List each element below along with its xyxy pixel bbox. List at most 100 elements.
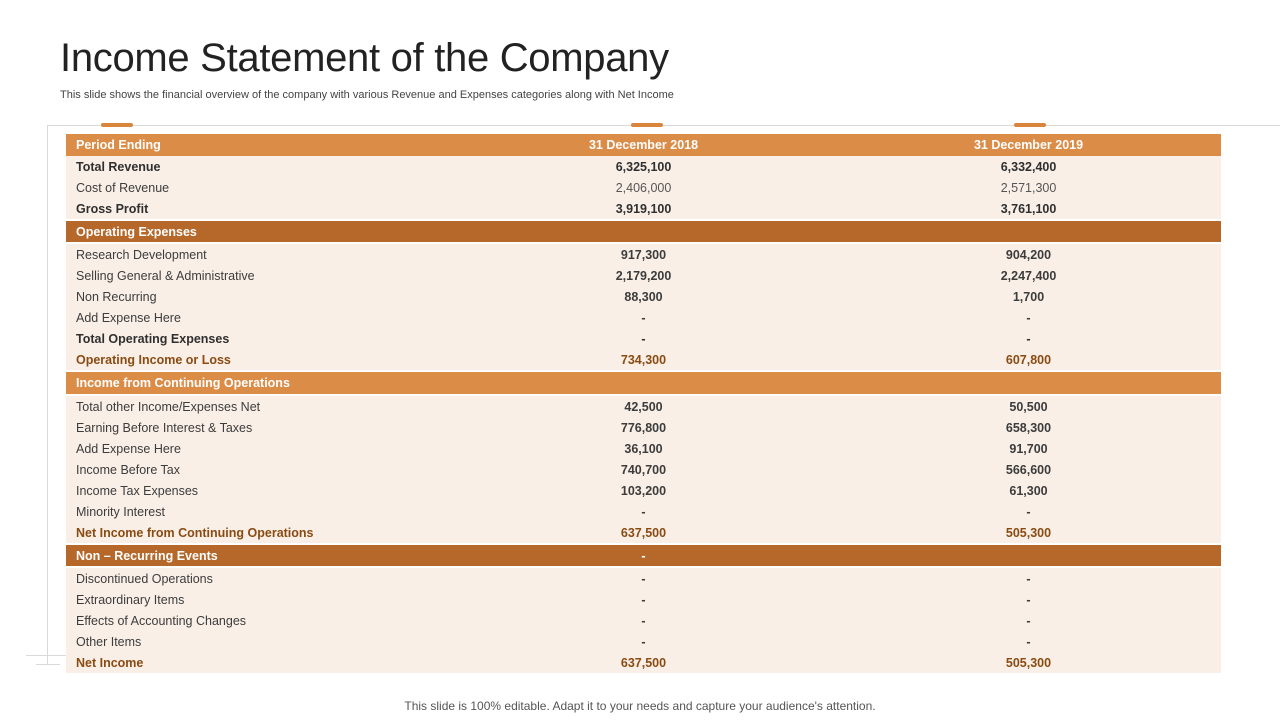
value-cell: 1,700	[1012, 289, 1045, 304]
row-gap	[66, 370, 1221, 372]
frame-foot-line	[36, 664, 60, 665]
row-label: Total Operating Expenses	[76, 331, 230, 346]
value-cell: 2,179,200	[615, 268, 672, 283]
table-row: Selling General & Administrative 2,179,20…	[66, 265, 1221, 286]
row-label: Operating Income or Loss	[76, 352, 231, 367]
value-cell: 734,300	[620, 352, 667, 367]
header-cell: Period Ending	[76, 138, 161, 152]
value-cell: 505,300	[1005, 525, 1052, 540]
value-cell: 42,500	[624, 399, 663, 414]
value-cell: -	[1026, 613, 1031, 628]
value-cell: 2,247,400	[1000, 268, 1057, 283]
value-cell: 36,100	[624, 441, 663, 456]
table-header-row: Period Ending 31 December 2018 31 Decemb…	[66, 134, 1221, 156]
row-label: Extraordinary Items	[76, 592, 185, 607]
section-header-row: Income from Continuing Operations	[66, 372, 1221, 394]
value-cell: 6,332,400	[1000, 159, 1057, 174]
table-row: Total Operating Expenses - -	[66, 328, 1221, 349]
table-row: Add Expense Here - -	[66, 307, 1221, 328]
value-cell: 3,919,100	[615, 201, 672, 216]
value-cell: -	[641, 613, 646, 628]
row-label: Other Items	[76, 634, 142, 649]
table-row: Income Tax Expenses 103,200 61,300	[66, 480, 1221, 501]
value-cell: -	[1026, 310, 1031, 325]
value-cell: 637,500	[620, 525, 667, 540]
frame-foot-line	[26, 655, 66, 656]
table-row: Research Development 917,300 904,200	[66, 244, 1221, 265]
row-gap	[66, 566, 1221, 568]
value-cell: -	[641, 592, 646, 607]
value-cell: 566,600	[1005, 462, 1052, 477]
row-label: Income Tax Expenses	[76, 483, 199, 498]
row-label: Operating Expenses	[76, 224, 197, 239]
page-title: Income Statement of the Company	[60, 36, 669, 80]
table-row: Minority Interest - -	[66, 501, 1221, 522]
table-row: Total other Income/Expenses Net 42,500 50,…	[66, 396, 1221, 417]
table-row: Operating Income or Loss 734,300 607,800	[66, 349, 1221, 370]
value-cell: 61,300	[1009, 483, 1048, 498]
row-gap	[66, 242, 1221, 244]
row-gap	[66, 543, 1221, 545]
value-cell: 505,300	[1005, 655, 1052, 670]
row-label: Non – Recurring Events	[76, 548, 218, 563]
value-cell: -	[641, 571, 646, 586]
value-cell: 50,500	[1009, 399, 1048, 414]
row-label: Add Expense Here	[76, 441, 181, 456]
value-cell: -	[641, 331, 646, 346]
table-row: Effects of Accounting Changes - -	[66, 610, 1221, 631]
table-row: Non Recurring 88,300 1,700	[66, 286, 1221, 307]
table-row: Other Items - -	[66, 631, 1221, 652]
row-label: Income from Continuing Operations	[76, 376, 290, 390]
row-label: Net Income from Continuing Operations	[76, 525, 314, 540]
frame-top-line	[47, 125, 1280, 126]
table-row: Discontinued Operations - -	[66, 568, 1221, 589]
value-cell: 2,571,300	[1000, 180, 1057, 195]
footer-note: This slide is 100% editable. Adapt it to…	[404, 699, 876, 713]
value-cell: 91,700	[1009, 441, 1048, 456]
page-subtitle: This slide shows the financial overview …	[60, 89, 674, 101]
section-header-row: Non – Recurring Events -	[66, 545, 1221, 566]
value-cell: 3,761,100	[1000, 201, 1057, 216]
row-label: Minority Interest	[76, 504, 165, 519]
value-cell: -	[1026, 592, 1031, 607]
row-label: Non Recurring	[76, 289, 157, 304]
header-cell: 31 December 2018	[588, 138, 699, 152]
accent-tick	[631, 123, 663, 127]
row-label: Total other Income/Expenses Net	[76, 399, 261, 414]
table-row: Add Expense Here 36,100 91,700	[66, 438, 1221, 459]
value-cell: 637,500	[620, 655, 667, 670]
row-label: Income Before Tax	[76, 462, 180, 477]
row-label: Discontinued Operations	[76, 571, 213, 586]
table-row: Net Income from Continuing Operations 637…	[66, 522, 1221, 543]
value-cell: 88,300	[624, 289, 663, 304]
row-label: Add Expense Here	[76, 310, 181, 325]
value-cell: -	[641, 310, 646, 325]
value-cell: -	[1026, 331, 1031, 346]
row-label: Selling General & Administrative	[76, 268, 255, 283]
row-label: Net Income	[76, 655, 144, 670]
value-cell: 776,800	[620, 420, 667, 435]
value-cell: 658,300	[1005, 420, 1052, 435]
value-cell: 904,200	[1005, 247, 1052, 262]
value-cell: 2,406,000	[615, 180, 672, 195]
row-label: Total Revenue	[76, 159, 161, 174]
income-statement-table: Period Ending 31 December 2018 31 Decemb…	[66, 134, 1221, 673]
row-label: Gross Profit	[76, 201, 149, 216]
value-cell: -	[641, 634, 646, 649]
value-cell: 917,300	[620, 247, 667, 262]
value-cell: -	[1026, 504, 1031, 519]
value-cell: -	[641, 504, 646, 519]
row-label: Research Development	[76, 247, 207, 262]
header-cell: 31 December 2019	[973, 138, 1084, 152]
value-cell: 607,800	[1005, 352, 1052, 367]
row-gap	[66, 394, 1221, 396]
value-cell: 6,325,100	[615, 159, 672, 174]
row-label: Effects of Accounting Changes	[76, 613, 247, 628]
value-cell: -	[641, 548, 646, 563]
table-row: Gross Profit 3,919,100 3,761,100	[66, 198, 1221, 219]
table-row: Extraordinary Items - -	[66, 589, 1221, 610]
table-row: Income Before Tax 740,700 566,600	[66, 459, 1221, 480]
frame-left-line	[47, 125, 48, 665]
row-label: Cost of Revenue	[76, 180, 170, 195]
table-row: Total Revenue 6,325,100 6,332,400	[66, 156, 1221, 177]
